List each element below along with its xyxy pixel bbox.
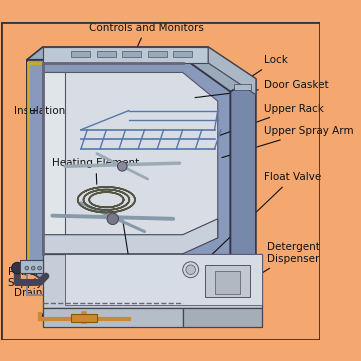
Bar <box>71 52 91 57</box>
Polygon shape <box>230 79 256 295</box>
Circle shape <box>38 266 42 270</box>
Text: Heating Element: Heating Element <box>52 158 140 184</box>
Bar <box>148 52 167 57</box>
Bar <box>173 52 192 57</box>
Text: Drain Hose: Drain Hose <box>14 280 71 298</box>
Circle shape <box>12 262 23 274</box>
Polygon shape <box>183 308 262 327</box>
Circle shape <box>107 213 118 225</box>
Polygon shape <box>65 254 262 305</box>
Bar <box>21 260 43 273</box>
Text: Upper Rack: Upper Rack <box>220 104 324 135</box>
Text: Power
Supply: Power Supply <box>8 267 43 288</box>
Polygon shape <box>43 47 208 63</box>
Text: Upper Spray Arm: Upper Spray Arm <box>222 126 353 157</box>
Polygon shape <box>43 254 262 308</box>
Bar <box>122 52 142 57</box>
Bar <box>205 265 249 297</box>
Text: Float Valve: Float Valve <box>201 173 321 265</box>
Text: Lock: Lock <box>241 55 288 84</box>
Circle shape <box>118 161 127 171</box>
Polygon shape <box>43 219 218 254</box>
Circle shape <box>186 265 195 274</box>
Text: Access Panel: Access Panel <box>149 269 216 301</box>
Polygon shape <box>27 47 256 92</box>
Text: Insulation: Insulation <box>14 106 65 116</box>
Polygon shape <box>43 73 65 254</box>
Text: Controls and Monitors: Controls and Monitors <box>89 23 204 49</box>
Polygon shape <box>208 47 256 95</box>
Polygon shape <box>43 73 218 254</box>
Circle shape <box>25 266 29 270</box>
Polygon shape <box>27 60 230 295</box>
Text: Lower Spray Arm: Lower Spray Arm <box>90 220 180 303</box>
Polygon shape <box>43 308 183 327</box>
Circle shape <box>183 262 199 278</box>
Text: Door Gasket: Door Gasket <box>195 80 329 97</box>
Bar <box>71 314 97 322</box>
Bar <box>214 271 240 293</box>
Text: Water Inlet Valve: Water Inlet Valve <box>41 313 130 323</box>
Bar <box>97 52 116 57</box>
Text: Detergent
Dispenser: Detergent Dispenser <box>252 242 320 279</box>
Bar <box>234 84 251 90</box>
Circle shape <box>31 266 35 270</box>
